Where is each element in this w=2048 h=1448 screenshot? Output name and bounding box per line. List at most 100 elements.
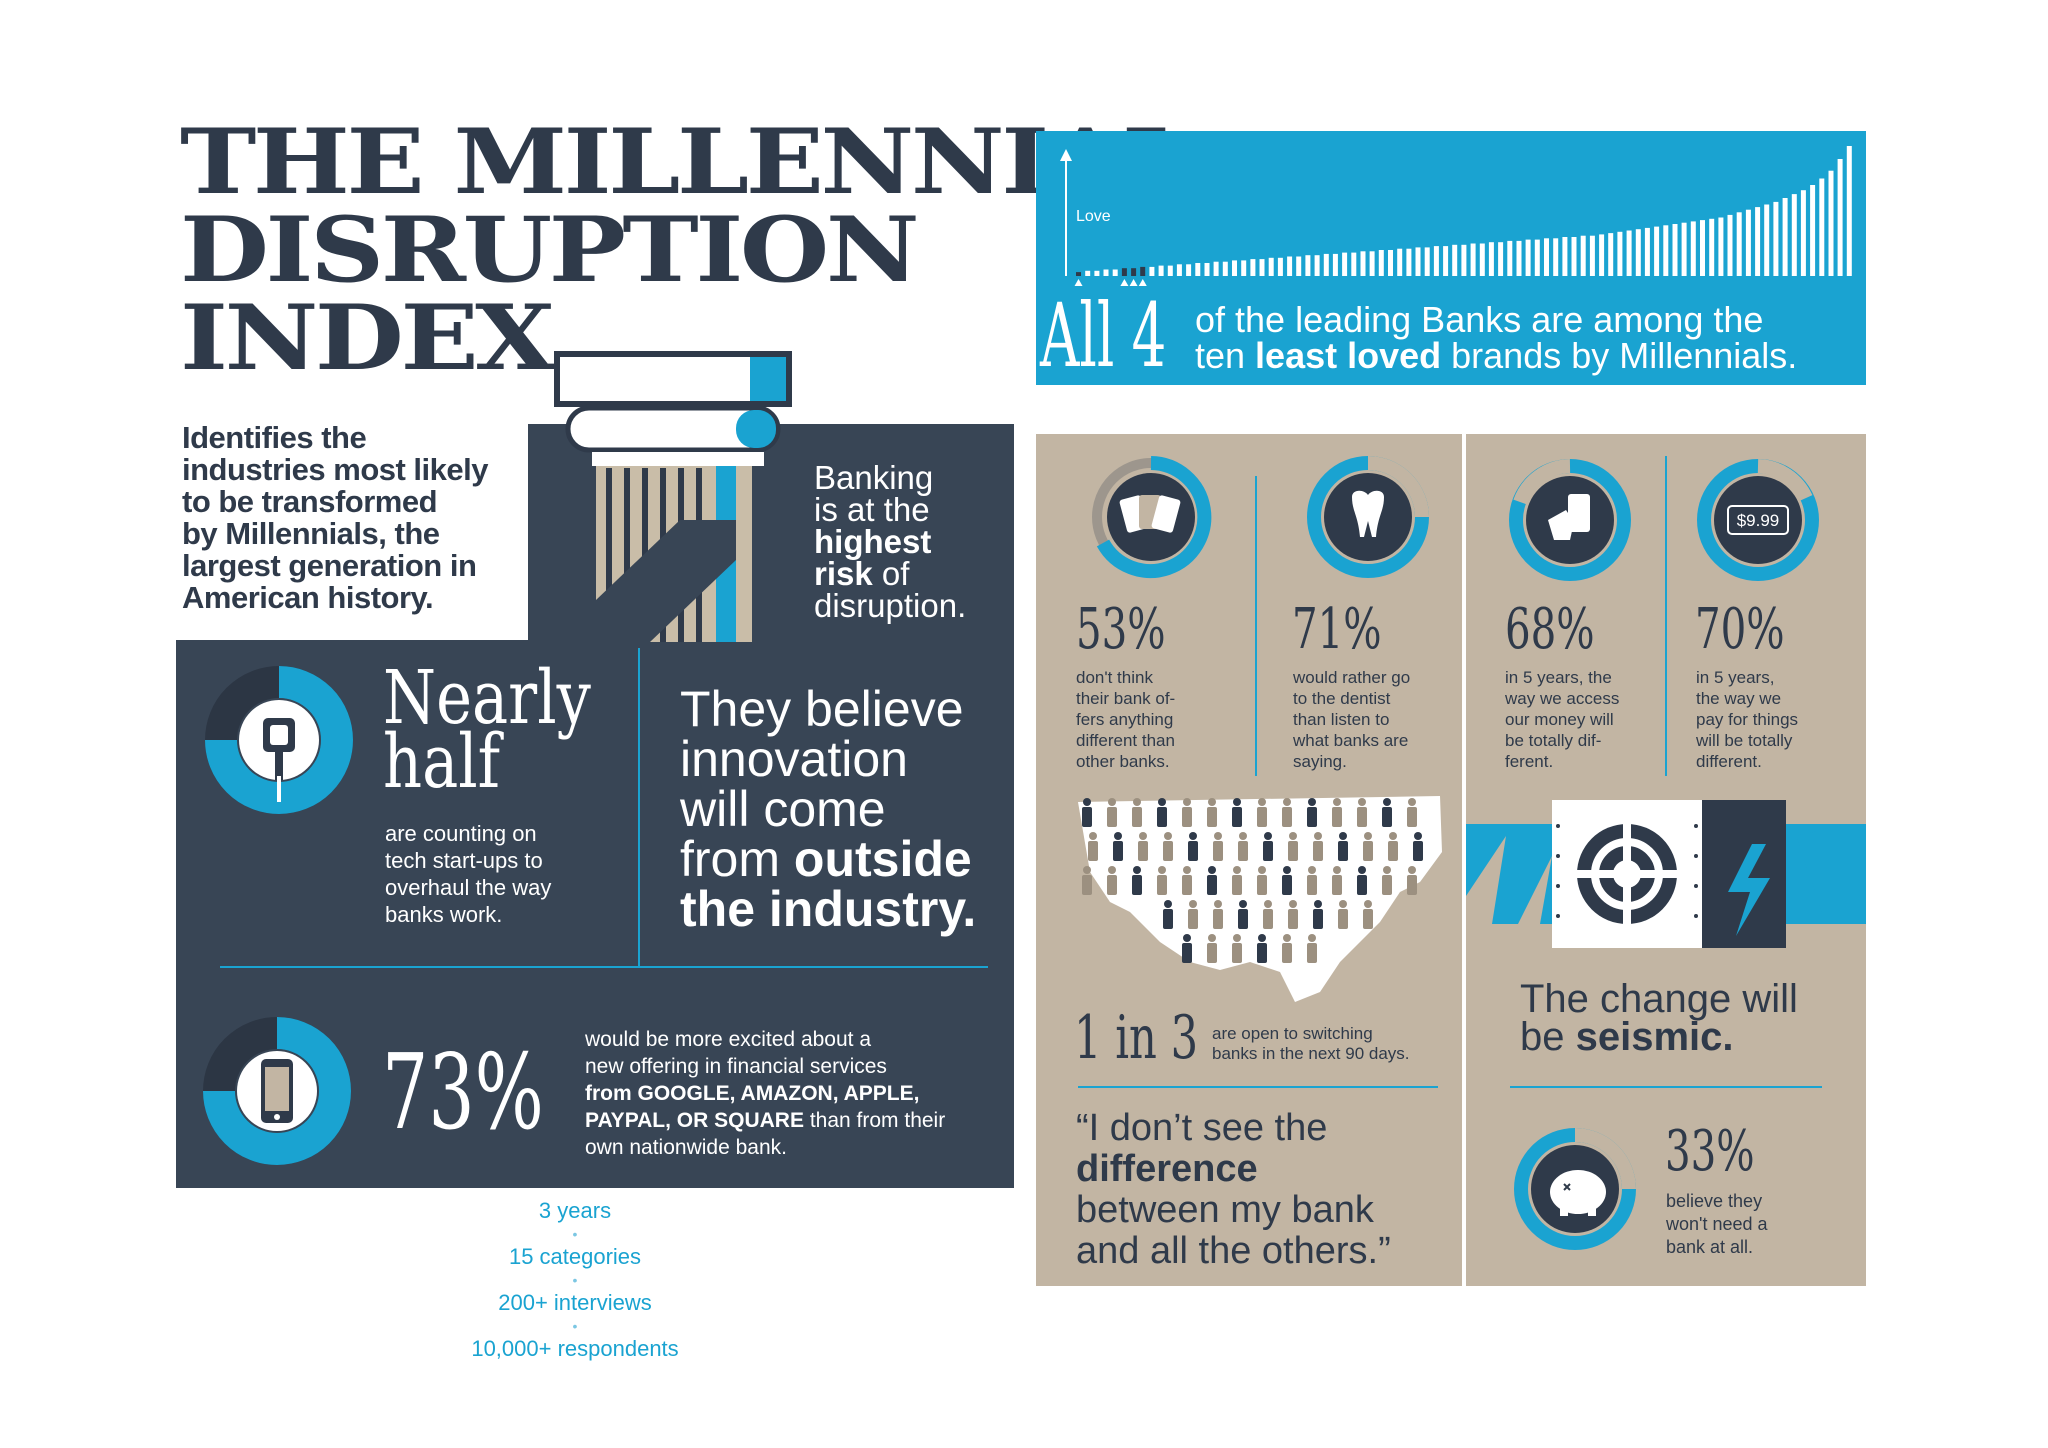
brand-bar xyxy=(1810,185,1816,276)
person-icon xyxy=(1182,866,1192,895)
person-icon xyxy=(1257,866,1267,895)
title-line: THE MILLENNIAL xyxy=(180,109,1194,215)
brand-bar xyxy=(1534,239,1540,276)
brand-bar xyxy=(1690,221,1696,276)
person-icon xyxy=(1307,866,1317,895)
desc-line: are open to switching xyxy=(1212,1024,1373,1043)
caption-line: brands by Millennials. xyxy=(1441,335,1798,376)
person-icon xyxy=(1107,798,1117,827)
desc-line: their bank of- xyxy=(1076,689,1176,708)
bullet-dot-icon: • xyxy=(572,1318,578,1334)
person-icon xyxy=(1182,934,1192,963)
innovation-line: will come xyxy=(680,781,886,837)
person-icon xyxy=(1182,798,1192,827)
subtitle-line: to be transformed xyxy=(182,484,438,519)
banking-line: of xyxy=(872,555,910,592)
brand-bar xyxy=(1681,222,1687,276)
brand-bar xyxy=(1562,237,1568,276)
bank-bar xyxy=(1131,268,1137,276)
brand-bar xyxy=(1094,270,1100,276)
person-icon xyxy=(1307,934,1317,963)
brand-bar xyxy=(1837,159,1843,276)
methodology-item: 200+ interviews xyxy=(498,1290,652,1315)
desc-line: than listen to xyxy=(1293,710,1390,729)
banking-line: is at the xyxy=(814,491,930,528)
methodology-list: 3 years • 15 categories • 200+ interview… xyxy=(440,1196,710,1364)
brand-bar xyxy=(1149,266,1155,276)
brand-bar xyxy=(1112,269,1118,276)
person-icon xyxy=(1338,832,1348,861)
person-icon xyxy=(1163,900,1173,929)
brand-bar xyxy=(1296,256,1302,276)
switching-value: 1 in 3 xyxy=(1074,1003,1199,1073)
desc-highlight: PAYPAL, OR SQUARE xyxy=(585,1109,804,1132)
brand-bar xyxy=(1498,242,1504,276)
brand-bar xyxy=(1663,225,1669,276)
brand-bar xyxy=(1479,243,1485,276)
person-icon xyxy=(1257,798,1267,827)
brand-bar xyxy=(1186,264,1192,276)
quote-line: and all the others.” xyxy=(1076,1230,1391,1272)
person-icon xyxy=(1138,832,1148,861)
desc-line: in 5 years, the xyxy=(1505,668,1612,687)
divider xyxy=(1665,456,1667,776)
stat-53-value: 53% xyxy=(1076,597,1166,662)
brand-bar xyxy=(1525,239,1531,276)
bank-marker-icon xyxy=(1074,279,1083,286)
brand-bar xyxy=(1195,263,1201,276)
piggy-bank-icon xyxy=(1514,1128,1636,1250)
tooth-icon xyxy=(1307,456,1429,578)
stat-68-value: 68% xyxy=(1505,597,1595,662)
person-icon xyxy=(1188,900,1198,929)
brand-bar xyxy=(1791,194,1797,276)
brand-bar xyxy=(1617,231,1623,276)
innovation-line: They believe xyxy=(680,681,964,737)
methodology-item: 15 categories xyxy=(508,1244,642,1269)
brand-bar xyxy=(1635,229,1641,276)
stat-33-value: 33% xyxy=(1665,1119,1755,1184)
seismic-highlight: seismic. xyxy=(1575,1015,1734,1059)
desc-line: would rather go xyxy=(1293,668,1411,687)
quote: “I don’t see the difference between my b… xyxy=(1076,1108,1391,1272)
divider xyxy=(1510,1086,1822,1088)
person-icon xyxy=(1232,866,1242,895)
brand-love-chart: Love xyxy=(1036,131,1866,385)
desc-line: what banks are xyxy=(1293,731,1409,750)
caption-highlight: least loved xyxy=(1255,335,1442,376)
person-icon xyxy=(1213,832,1223,861)
desc-line: to the dentist xyxy=(1293,689,1391,708)
price-tag-text: $9.99 xyxy=(1737,511,1780,530)
methodology-item: 10,000+ respondents xyxy=(471,1336,679,1361)
person-icon xyxy=(1157,866,1167,895)
brand-bar xyxy=(1709,218,1715,276)
desc-line: bank at all. xyxy=(1666,1237,1754,1257)
person-icon xyxy=(1388,832,1398,861)
brand-bar xyxy=(1589,235,1595,276)
person-icon xyxy=(1157,798,1167,827)
brand-bar xyxy=(1424,247,1430,276)
person-icon xyxy=(1263,900,1273,929)
person-icon xyxy=(1163,832,1173,861)
stat-33-desc: believe they won't need a bank at all. xyxy=(1666,1190,1768,1259)
quote-line: between my bank xyxy=(1076,1189,1374,1231)
divider xyxy=(1078,1086,1438,1088)
desc-line: don't think xyxy=(1076,668,1153,687)
nearly-half-stat: Nearly half xyxy=(383,661,591,799)
innovation-highlight: the industry. xyxy=(680,881,977,937)
brand-bar xyxy=(1222,261,1228,276)
desc-line: own nationwide bank. xyxy=(585,1136,787,1159)
bar-chart: Love xyxy=(1060,146,1852,286)
desc-line: ferent. xyxy=(1505,752,1554,771)
person-icon xyxy=(1207,934,1217,963)
brand-bar xyxy=(1378,250,1384,276)
person-icon xyxy=(1363,900,1373,929)
brand-bar xyxy=(1782,198,1788,276)
innovation-statement: They believe innovation will come from o… xyxy=(680,684,976,934)
desc-line: the way we xyxy=(1696,689,1782,708)
person-icon xyxy=(1313,900,1323,929)
person-icon xyxy=(1332,798,1342,827)
person-icon xyxy=(1207,866,1217,895)
desc-line: other banks. xyxy=(1076,752,1170,771)
person-icon xyxy=(1288,900,1298,929)
desc-line: different than xyxy=(1076,731,1175,750)
